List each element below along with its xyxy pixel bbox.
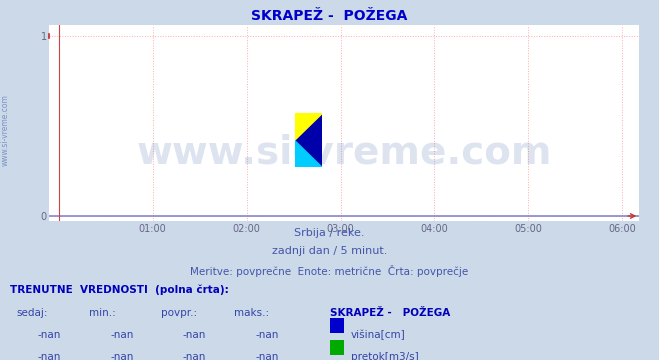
Text: www.si-vreme.com: www.si-vreme.com — [1, 94, 10, 166]
Text: -nan: -nan — [183, 330, 206, 340]
Text: SKRAPEŽ -  POŽEGA: SKRAPEŽ - POŽEGA — [251, 9, 408, 23]
Text: maks.:: maks.: — [234, 308, 269, 318]
Text: -nan: -nan — [38, 330, 61, 340]
Text: SKRAPEŽ -   POŽEGA: SKRAPEŽ - POŽEGA — [330, 308, 449, 318]
Text: zadnji dan / 5 minut.: zadnji dan / 5 minut. — [272, 246, 387, 256]
Text: -nan: -nan — [110, 352, 134, 360]
Text: www.si-vreme.com: www.si-vreme.com — [136, 134, 552, 172]
Text: -nan: -nan — [183, 352, 206, 360]
Text: -nan: -nan — [255, 330, 279, 340]
Polygon shape — [295, 113, 322, 140]
Text: sedaj:: sedaj: — [16, 308, 48, 318]
Text: -nan: -nan — [110, 330, 134, 340]
Text: pretok[m3/s]: pretok[m3/s] — [351, 352, 418, 360]
Polygon shape — [295, 113, 322, 140]
Text: višina[cm]: višina[cm] — [351, 330, 405, 341]
Text: Meritve: povprečne  Enote: metrične  Črta: povprečje: Meritve: povprečne Enote: metrične Črta:… — [190, 265, 469, 277]
Polygon shape — [295, 140, 322, 167]
Text: povpr.:: povpr.: — [161, 308, 198, 318]
Text: -nan: -nan — [255, 352, 279, 360]
Text: TRENUTNE  VREDNOSTI  (polna črta):: TRENUTNE VREDNOSTI (polna črta): — [10, 284, 229, 295]
Polygon shape — [295, 113, 322, 167]
Text: -nan: -nan — [38, 352, 61, 360]
Text: Srbija / reke.: Srbija / reke. — [295, 228, 364, 238]
Text: min.:: min.: — [89, 308, 116, 318]
